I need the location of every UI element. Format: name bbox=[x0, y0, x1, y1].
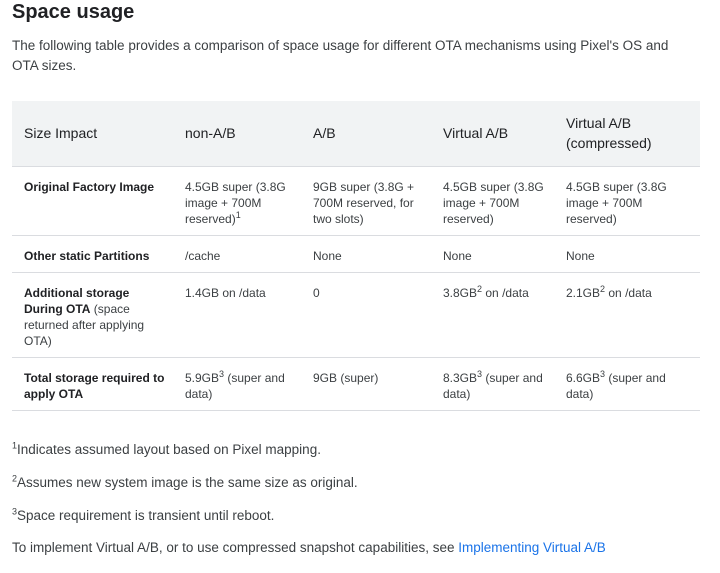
footnote-text: Space requirement is transient until reb… bbox=[17, 508, 275, 523]
cell-value: None bbox=[566, 248, 595, 263]
table-cell: 4.5GB super (3.8G image + 700M reserved) bbox=[554, 165, 700, 235]
row-header-bold: Total storage required to apply OTA bbox=[24, 370, 165, 401]
column-header: non-A/B bbox=[185, 125, 236, 142]
cell-value: 8.3GB bbox=[443, 370, 478, 385]
footnote-number: 2 bbox=[12, 473, 18, 484]
cell-value: 9GB (super) bbox=[313, 370, 379, 385]
table-cell: 8.3GB3 (super and data) bbox=[431, 356, 554, 411]
table-cell: /cache bbox=[173, 234, 301, 272]
table-row: Other static Partitions/cache None None Non… bbox=[12, 234, 700, 272]
cell-value-suffix: (super and data) bbox=[185, 370, 285, 401]
table-cell: 9GB (super) bbox=[301, 356, 431, 411]
cell-value: 9GB super (3.8G + 700M reserved, for two… bbox=[313, 179, 415, 226]
footnote-ref: 2 bbox=[600, 283, 606, 294]
footnote-text: Assumes new system image is the same siz… bbox=[17, 475, 358, 490]
table-cell: None bbox=[554, 234, 700, 272]
table-cell: 3.8GB2 on /data bbox=[431, 271, 554, 357]
cell-value: 4.5GB super (3.8G image + 700M reserved) bbox=[566, 179, 667, 226]
column-header: Virtual A/B bbox=[443, 125, 509, 142]
footnote-1: 1Indicates assumed layout based on Pixel… bbox=[12, 441, 321, 459]
cell-value-suffix: (super and data) bbox=[443, 370, 543, 401]
table-cell: 9GB super (3.8G + 700M reserved, for two… bbox=[301, 165, 431, 235]
cell-value: /cache bbox=[185, 248, 221, 263]
table-row: Original Factory Image 4.5GB super (3.8G … bbox=[12, 165, 700, 235]
footnote-2: 2Assumes new system image is the same si… bbox=[12, 474, 358, 492]
table-row: Additional storage During OTA (space ret… bbox=[12, 271, 700, 357]
closing-sentence: To implement Virtual A/B, or to use comp… bbox=[12, 540, 459, 555]
row-header: Other static Partitions bbox=[12, 234, 173, 272]
cell-value: 4.5GB super (3.8G image + 700M reserved) bbox=[185, 179, 286, 226]
section-title: Space usage bbox=[12, 1, 135, 23]
row-header: Original Factory Image bbox=[12, 165, 173, 235]
row-header-bold: Additional storage During OTA bbox=[24, 285, 130, 316]
column-header: Size Impact bbox=[24, 125, 98, 142]
footnote-number: 3 bbox=[12, 506, 18, 517]
table-cell: 1.4GB on /data bbox=[173, 271, 301, 357]
table-header-row: Size Impact non-A/B A/B Virtual A/B Virt… bbox=[12, 101, 700, 166]
cell-value: 2.1GB bbox=[566, 285, 601, 300]
footnote-ref: 3 bbox=[219, 368, 225, 379]
cell-value: 0 bbox=[313, 285, 320, 300]
footnote-number: 1 bbox=[12, 440, 18, 451]
footnote-ref: 1 bbox=[235, 209, 241, 220]
table-row: Total storage required to apply OTA 5.9GB… bbox=[12, 356, 700, 411]
row-header: Additional storage During OTA (space ret… bbox=[12, 271, 173, 357]
column-header: A/B bbox=[313, 125, 336, 142]
footnote-ref: 3 bbox=[600, 368, 606, 379]
cell-value: None bbox=[443, 248, 472, 263]
cell-value: None bbox=[313, 248, 342, 263]
cell-value: 5.9GB bbox=[185, 370, 220, 385]
row-header-bold: Other static Partitions bbox=[24, 248, 150, 263]
footnote-text: Indicates assumed layout based on Pixel … bbox=[17, 442, 321, 457]
intro-text: The following table provides a compariso… bbox=[12, 38, 669, 73]
footnote-3: 3Space requirement is transient until re… bbox=[12, 507, 274, 525]
cell-value: 3.8GB bbox=[443, 285, 478, 300]
table-cell: 4.5GB super (3.8G image + 700M reserved)… bbox=[173, 165, 301, 235]
table-cell: 4.5GB super (3.8G image + 700M reserved) bbox=[431, 165, 554, 235]
table-cell: 6.6GB3 (super and data) bbox=[554, 356, 700, 411]
table-cell: 0 bbox=[301, 271, 431, 357]
cell-value: 6.6GB bbox=[566, 370, 601, 385]
row-header: Total storage required to apply OTA bbox=[12, 356, 173, 411]
row-header-note: (space returned after applying OTA) bbox=[24, 301, 145, 348]
space-usage-table: Size Impact non-A/B A/B Virtual A/B Virt… bbox=[12, 101, 700, 411]
table-cell: None bbox=[301, 234, 431, 272]
footnote-ref: 3 bbox=[477, 368, 483, 379]
row-header-bold: Original Factory Image bbox=[24, 179, 155, 194]
footnote-ref: 2 bbox=[477, 283, 483, 294]
cell-value-suffix: on /data bbox=[605, 285, 652, 300]
cell-value-suffix: on /data bbox=[482, 285, 529, 300]
cell-value-suffix: (super and data) bbox=[566, 370, 666, 401]
table-cell: 2.1GB2 on /data bbox=[554, 271, 700, 357]
closing-text: To implement Virtual A/B, or to use comp… bbox=[12, 539, 606, 557]
cell-value: 1.4GB on /data bbox=[185, 285, 266, 300]
implementing-virtual-ab-link[interactable]: Implementing Virtual A/B bbox=[458, 540, 606, 555]
column-header: Virtual A/B (compressed) bbox=[566, 115, 652, 152]
table-cell: None bbox=[431, 234, 554, 272]
table-cell: 5.9GB3 (super and data) bbox=[173, 356, 301, 411]
cell-value: 4.5GB super (3.8G image + 700M reserved) bbox=[443, 179, 544, 226]
